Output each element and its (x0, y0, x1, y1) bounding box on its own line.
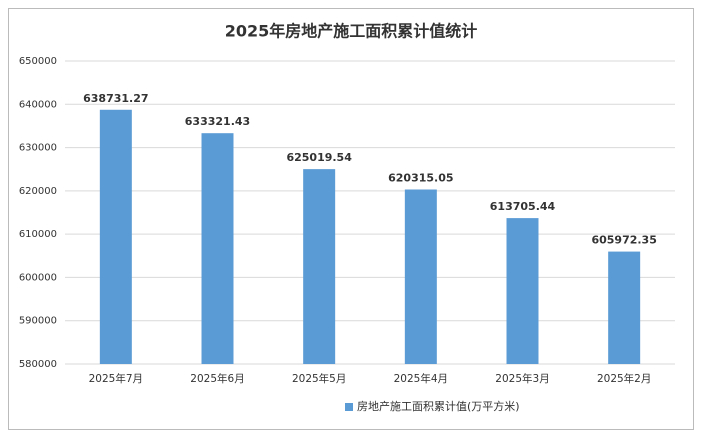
value-label: 625019.54 (286, 151, 352, 164)
value-label: 638731.27 (83, 92, 148, 105)
value-label: 633321.43 (185, 115, 250, 128)
value-label: 613705.44 (490, 200, 556, 213)
bar (506, 218, 539, 364)
y-tick-label: 640000 (19, 99, 57, 110)
x-tick-label: 2025年7月 (89, 372, 143, 385)
bar (303, 169, 336, 364)
y-tick-label: 600000 (19, 272, 57, 283)
bar (99, 109, 132, 365)
legend-swatch (345, 403, 353, 411)
y-tick-label: 630000 (19, 143, 57, 154)
x-tick-label: 2025年5月 (292, 372, 346, 385)
x-tick-label: 2025年6月 (190, 372, 244, 385)
y-tick-label: 580000 (19, 359, 57, 370)
x-tick-label: 2025年2月 (597, 372, 651, 385)
value-label: 620315.05 (388, 171, 453, 184)
bar (404, 189, 437, 364)
legend-label: 房地产施工面积累计值(万平方米) (357, 399, 520, 413)
y-tick-label: 610000 (19, 229, 57, 240)
chart-title: 2025年房地产施工面积累计值统计 (225, 22, 478, 41)
y-tick-label: 590000 (19, 316, 57, 327)
value-label: 605972.35 (591, 234, 656, 247)
bar (201, 133, 234, 364)
x-tick-label: 2025年4月 (394, 372, 448, 385)
y-tick-label: 620000 (19, 186, 57, 197)
bar (608, 251, 641, 364)
y-tick-label: 650000 (19, 56, 57, 67)
x-tick-label: 2025年3月 (495, 372, 549, 385)
